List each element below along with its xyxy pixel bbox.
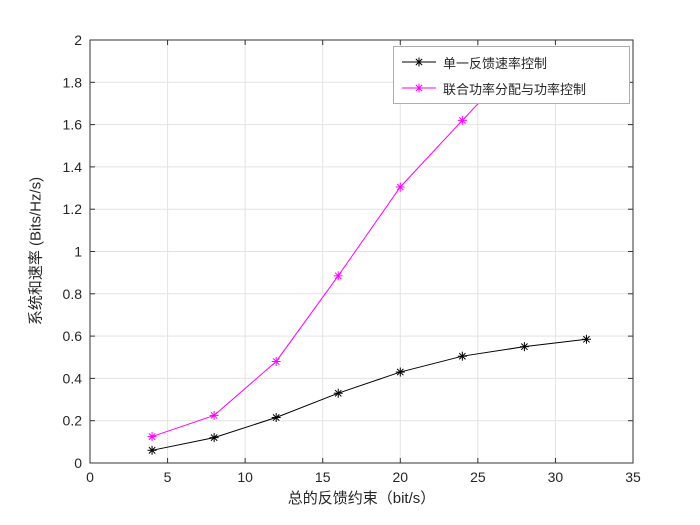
data-point-marker (334, 389, 342, 397)
legend: 单一反馈速率控制 联合功率分配与功率控制 (393, 46, 630, 104)
x-tick-label: 30 (548, 469, 564, 485)
y-tick-label: 1.2 (63, 201, 83, 217)
data-point-marker (210, 411, 218, 419)
y-tick-label: 0 (74, 455, 82, 471)
y-tick-label: 1.6 (63, 117, 83, 133)
x-tick-label: 10 (237, 469, 253, 485)
x-tick-label: 20 (392, 469, 408, 485)
x-tick-label: 15 (315, 469, 331, 485)
y-tick-label: 1.8 (63, 74, 83, 90)
legend-sample-marker (415, 84, 423, 92)
data-point-marker (272, 414, 280, 422)
data-point-marker (582, 335, 590, 343)
legend-sample-marker (415, 58, 423, 66)
legend-item-single-feedback-rate-control: 单一反馈速率控制 (402, 52, 625, 72)
y-tick-label: 2 (74, 32, 82, 48)
legend-sample-line-magenta-asterisk (402, 83, 436, 93)
data-point-marker (272, 357, 280, 365)
x-axis-label: 总的反馈约束（bit/s） (287, 490, 436, 507)
series-0 (147, 334, 591, 455)
legend-sample-line-black-asterisk (402, 57, 436, 67)
data-point-marker (458, 352, 466, 360)
x-tick-label: 5 (164, 469, 172, 485)
data-point-marker (458, 116, 466, 124)
legend-label: 联合功率分配与功率控制 (443, 81, 587, 97)
y-tick-label: 0.8 (63, 286, 83, 302)
data-point-marker (210, 434, 218, 442)
y-tick-label: 1.4 (63, 159, 83, 175)
tick-labels: 0 5 10 15 20 25 30 35 0 0.2 0.4 0.6 0.8 1 1.2 1.4 1.6 1.8… (63, 32, 641, 485)
tick-marks (89, 39, 634, 464)
x-tick-label: 35 (625, 469, 641, 485)
data-point-marker (520, 343, 528, 351)
y-axis-label: 系统和速率 (Bits/Hz/s) (27, 176, 45, 326)
data-point-marker (334, 272, 342, 280)
data-point-marker (148, 433, 156, 441)
grid (90, 40, 633, 463)
x-tick-label: 0 (86, 469, 94, 485)
y-tick-label: 1 (74, 244, 82, 260)
y-tick-label: 0.6 (63, 328, 83, 344)
data-point-marker (148, 446, 156, 454)
data-point-marker (396, 183, 404, 191)
y-tick-label: 0.4 (63, 370, 83, 386)
legend-label: 单一反馈速率控制 (443, 55, 548, 71)
x-tick-label: 25 (470, 469, 486, 485)
y-tick-label: 0.2 (63, 413, 83, 429)
data-point-marker (396, 368, 404, 376)
series-line-0 (151, 338, 587, 451)
legend-item-joint-power-allocation-control: 联合功率分配与功率控制 (402, 78, 625, 98)
